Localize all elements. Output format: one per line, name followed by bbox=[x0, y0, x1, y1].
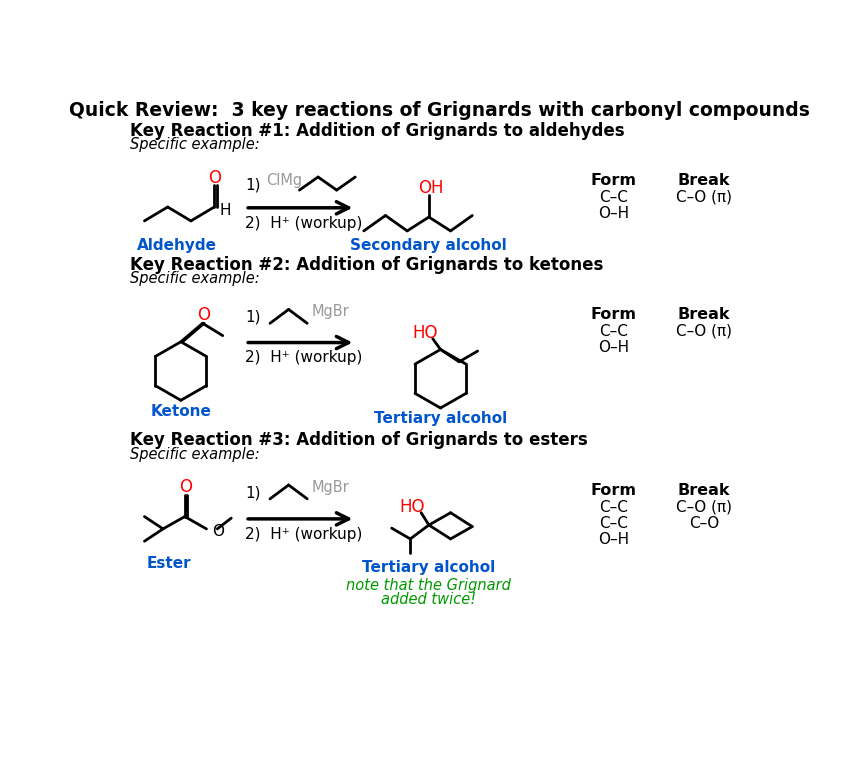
Text: 1): 1) bbox=[245, 485, 261, 500]
Text: MgBr: MgBr bbox=[311, 480, 349, 495]
Text: O: O bbox=[179, 479, 192, 497]
Text: C–O: C–O bbox=[689, 516, 719, 531]
Text: added twice!: added twice! bbox=[381, 592, 476, 608]
Text: Specific example:: Specific example: bbox=[130, 137, 260, 152]
Text: O: O bbox=[208, 169, 221, 187]
Text: O–H: O–H bbox=[598, 206, 629, 221]
Text: Quick Review:  3 key reactions of Grignards with carbonyl compounds: Quick Review: 3 key reactions of Grignar… bbox=[69, 102, 810, 120]
Text: O: O bbox=[197, 306, 210, 324]
Text: Ketone: Ketone bbox=[150, 404, 211, 418]
Text: Form: Form bbox=[590, 307, 637, 322]
Text: Specific example:: Specific example: bbox=[130, 447, 260, 461]
Text: C–C: C–C bbox=[599, 189, 628, 205]
Text: Break: Break bbox=[678, 173, 730, 188]
Text: Key Reaction #3: Addition of Grignards to esters: Key Reaction #3: Addition of Grignards t… bbox=[130, 432, 589, 450]
Text: C–C: C–C bbox=[599, 324, 628, 339]
Text: Break: Break bbox=[678, 307, 730, 322]
Text: 2)  H⁺ (workup): 2) H⁺ (workup) bbox=[245, 350, 363, 365]
Text: Specific example:: Specific example: bbox=[130, 271, 260, 286]
Text: H: H bbox=[220, 203, 231, 217]
Text: note that the Grignard: note that the Grignard bbox=[347, 578, 511, 593]
Text: Ester: Ester bbox=[147, 556, 191, 571]
Text: HO: HO bbox=[399, 497, 425, 515]
Text: Key Reaction #1: Addition of Grignards to aldehydes: Key Reaction #1: Addition of Grignards t… bbox=[130, 122, 625, 140]
Text: O–H: O–H bbox=[598, 533, 629, 547]
Text: O: O bbox=[212, 524, 224, 539]
Text: C–C: C–C bbox=[599, 500, 628, 515]
Text: O–H: O–H bbox=[598, 340, 629, 356]
Text: Tertiary alcohol: Tertiary alcohol bbox=[374, 411, 507, 426]
Text: C–O (π): C–O (π) bbox=[676, 324, 732, 339]
Text: Break: Break bbox=[678, 483, 730, 498]
Text: 2)  H⁺ (workup): 2) H⁺ (workup) bbox=[245, 216, 363, 231]
Text: ClMg: ClMg bbox=[266, 174, 302, 188]
Text: Secondary alcohol: Secondary alcohol bbox=[351, 238, 507, 253]
Text: 1): 1) bbox=[245, 310, 261, 325]
Text: C–C: C–C bbox=[599, 516, 628, 531]
Text: C–O (π): C–O (π) bbox=[676, 189, 732, 205]
Text: Key Reaction #2: Addition of Grignards to ketones: Key Reaction #2: Addition of Grignards t… bbox=[130, 256, 604, 274]
Text: Form: Form bbox=[590, 483, 637, 498]
Text: C–O (π): C–O (π) bbox=[676, 500, 732, 515]
Text: Aldehyde: Aldehyde bbox=[137, 238, 217, 253]
Text: 2)  H⁺ (workup): 2) H⁺ (workup) bbox=[245, 527, 363, 542]
Text: OH: OH bbox=[418, 179, 444, 197]
Text: HO: HO bbox=[412, 324, 438, 342]
Text: Form: Form bbox=[590, 173, 637, 188]
Text: MgBr: MgBr bbox=[311, 304, 349, 319]
Text: 1): 1) bbox=[245, 178, 261, 192]
Text: Tertiary alcohol: Tertiary alcohol bbox=[362, 560, 496, 575]
